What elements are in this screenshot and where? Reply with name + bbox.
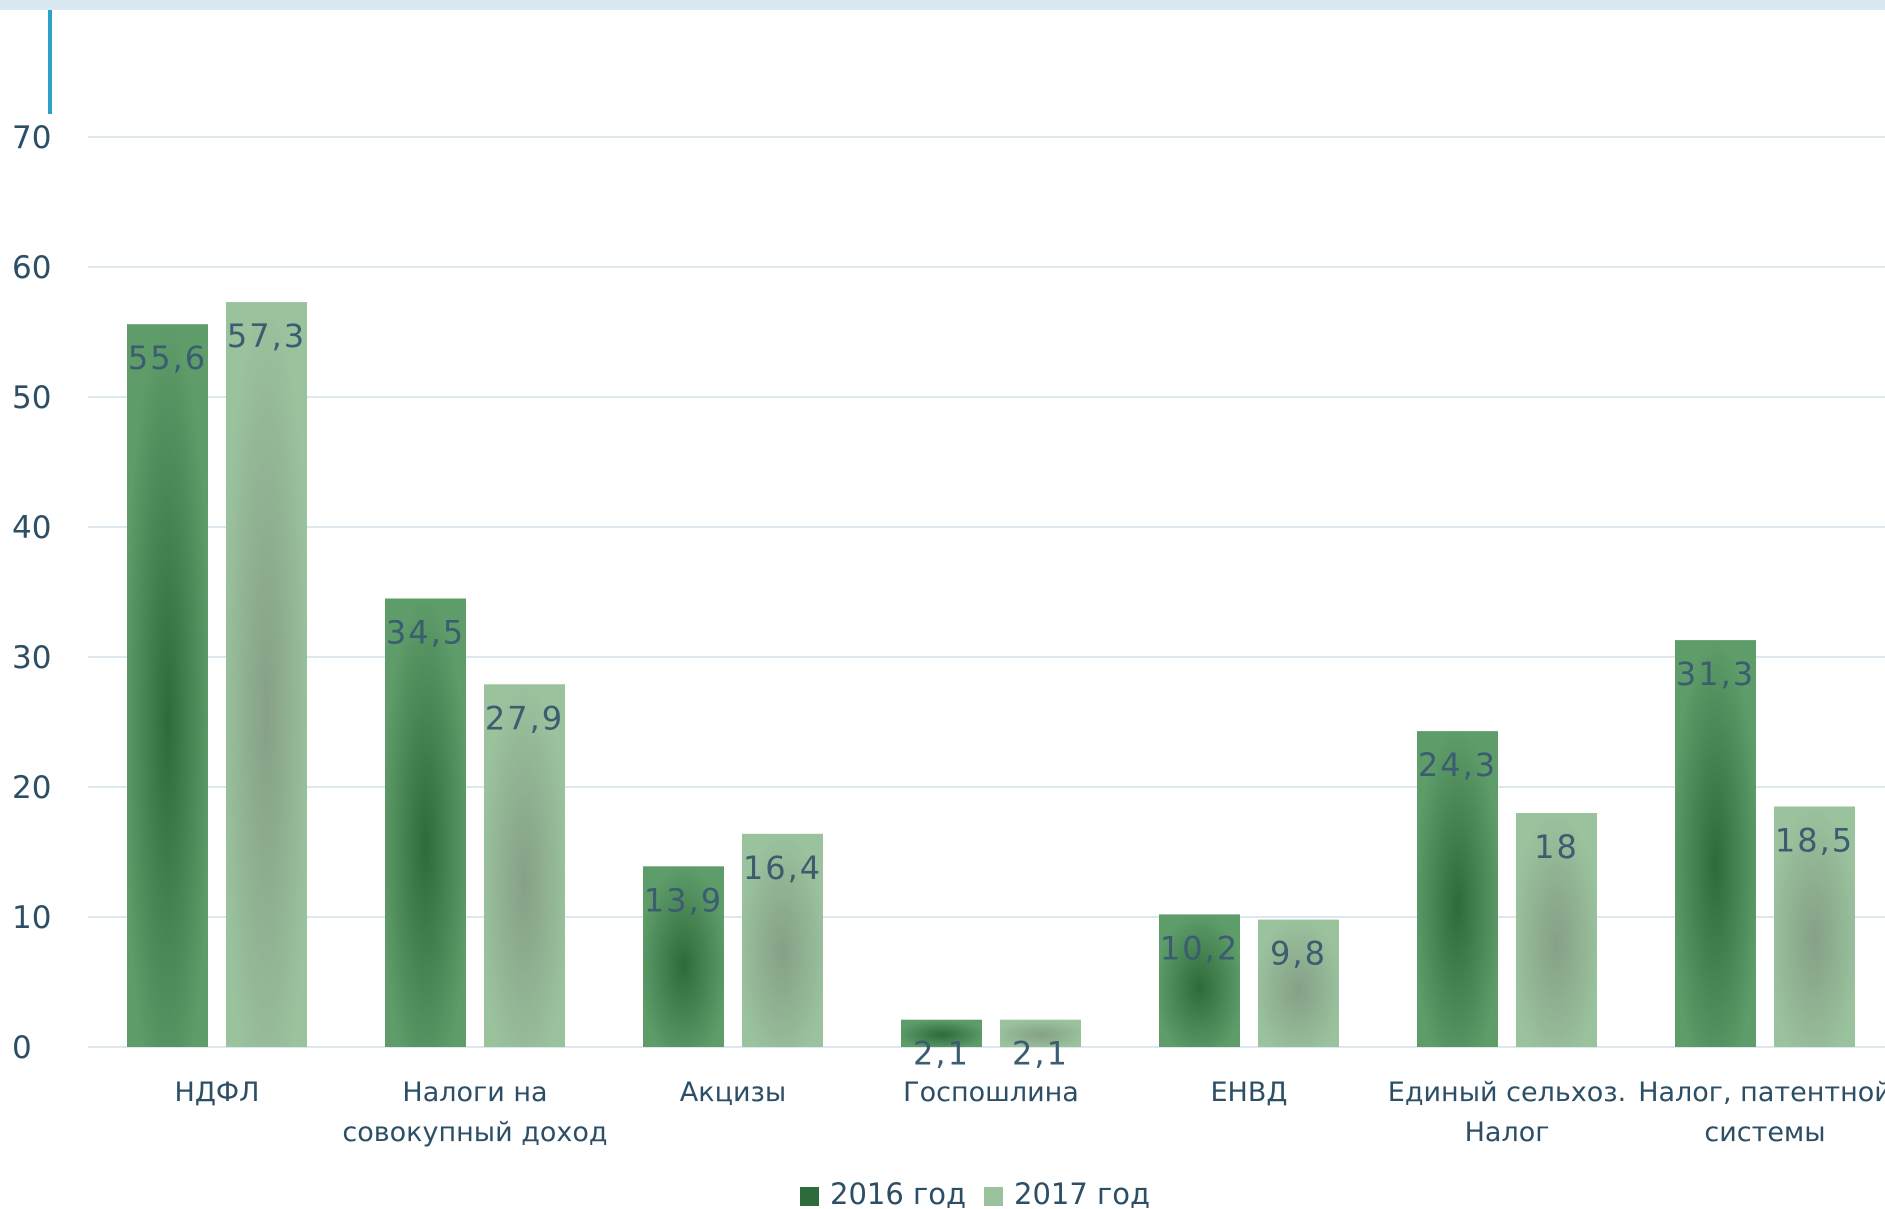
- x-tick-label: Налоги на: [402, 1077, 547, 1108]
- bar-2017: [742, 833, 823, 1047]
- x-tick-label: НДФЛ: [175, 1077, 260, 1108]
- y-tick-label: 0: [12, 1030, 32, 1066]
- y-tick-label: 10: [12, 900, 51, 936]
- data-label: 16,4: [743, 849, 822, 887]
- x-tick-label: Госпошлина: [903, 1077, 1079, 1108]
- data-label: 18: [1534, 828, 1579, 866]
- data-labels: 55,6 57,3 34,5 27,9 13,9 16,4 2,1 2,1 10,2 9,8 24,…: [128, 317, 1854, 1073]
- y-tick-label: 20: [12, 770, 51, 806]
- bar-2017: [1000, 1019, 1081, 1047]
- bar-2017: [1774, 806, 1855, 1047]
- bar-2016: [1675, 640, 1756, 1047]
- x-axis: НДФЛ Налоги на совокупный доход Акцизы Госпо…: [175, 1077, 1885, 1148]
- legend-swatch-2016: [800, 1187, 819, 1206]
- data-label: 18,5: [1775, 822, 1854, 860]
- y-tick-label: 70: [12, 120, 51, 156]
- data-label: 24,3: [1418, 746, 1497, 784]
- bar-2017: [226, 302, 307, 1048]
- y-tick-label: 30: [12, 640, 51, 676]
- legend-swatch-2017: [984, 1187, 1003, 1206]
- x-tick-label: Единый сельхоз.: [1388, 1077, 1626, 1108]
- bar-2016: [385, 598, 466, 1047]
- legend-label: 2016 год: [830, 1177, 966, 1209]
- bars: [127, 302, 1855, 1048]
- x-tick-label: Налог, патентной: [1638, 1077, 1885, 1108]
- top-band: [0, 0, 1885, 10]
- legend: 2016 год 2017 год: [800, 1177, 1150, 1209]
- bar-2017: [484, 684, 565, 1047]
- accent-line: [48, 10, 52, 114]
- data-label: 13,9: [644, 881, 723, 919]
- bar-2016: [1417, 731, 1498, 1047]
- bar-2016: [1159, 914, 1240, 1047]
- x-tick-label: совокупный доход: [342, 1117, 607, 1148]
- data-label: 34,5: [386, 614, 465, 652]
- data-label: 2,1: [913, 1035, 970, 1073]
- bar-2017: [1516, 813, 1597, 1047]
- y-tick-label: 40: [12, 510, 51, 546]
- gridlines: [88, 136, 1885, 1048]
- x-tick-label: системы: [1704, 1117, 1825, 1148]
- y-tick-label: 50: [12, 380, 51, 416]
- bar-2016: [901, 1019, 982, 1047]
- data-label: 31,3: [1676, 655, 1755, 693]
- legend-label: 2017 год: [1014, 1177, 1150, 1209]
- bar-2016: [643, 866, 724, 1047]
- data-label: 55,6: [128, 339, 207, 377]
- x-tick-label: ЕНВД: [1211, 1077, 1288, 1108]
- data-label: 57,3: [227, 317, 306, 355]
- x-tick-label: Налог: [1465, 1117, 1550, 1148]
- bar-2017: [1258, 919, 1339, 1047]
- bar-2016: [127, 324, 208, 1047]
- y-axis: 0 10 20 30 40 50 60 70: [12, 120, 51, 1066]
- y-tick-label: 60: [12, 250, 51, 286]
- x-tick-label: Акцизы: [680, 1077, 786, 1108]
- data-label: 9,8: [1270, 935, 1327, 973]
- data-label: 27,9: [485, 699, 564, 737]
- data-label: 10,2: [1160, 929, 1239, 967]
- data-label: 2,1: [1012, 1035, 1069, 1073]
